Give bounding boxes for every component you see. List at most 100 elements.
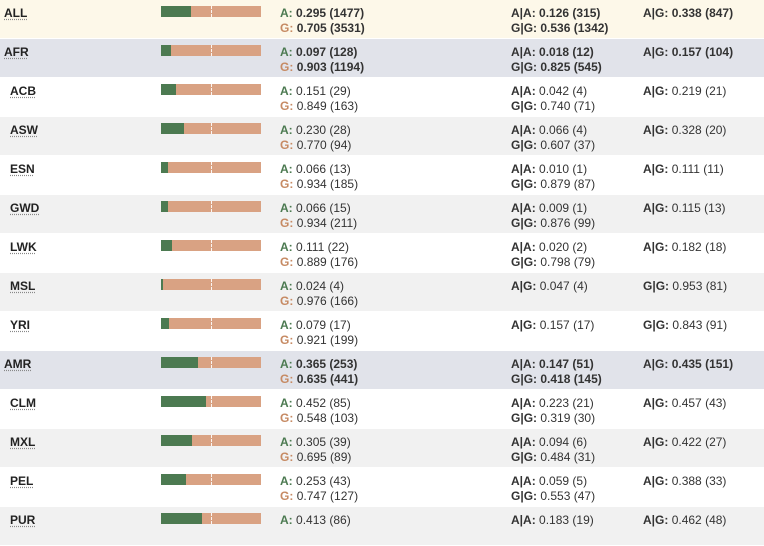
allele-a: A: 0.097 (128) <box>280 45 364 60</box>
allele-a-fill <box>161 357 198 368</box>
genotype-2: G|G: 0.607 (37) <box>511 138 595 153</box>
genotype-frequencies: A|A: 0.018 (12) G|G: 0.825 (545) <box>511 45 602 75</box>
genotype-3-separator: : <box>664 513 672 527</box>
allele-a: A: 0.151 (29) <box>280 84 358 99</box>
population-row: AFR A: 0.097 (128) G: 0.903 (1194) A|A: 0.0… <box>0 39 764 78</box>
genotype-1-label: A|A <box>511 435 532 449</box>
allele-a-label: A <box>280 123 289 137</box>
genotype-frequencies-secondary: A|G: 0.435 (151) <box>643 357 733 372</box>
population-row: AMR A: 0.365 (253) G: 0.635 (441) A|A: 0.14… <box>0 351 764 390</box>
allele-a-label: A <box>280 162 289 176</box>
genotype-2: G|G: 0.879 (87) <box>511 177 595 192</box>
population-link[interactable]: YRI <box>10 318 31 332</box>
allele-a-fill <box>161 513 203 524</box>
allele-frequency-bar <box>161 162 261 173</box>
genotype-1: A|A: 0.018 (12) <box>511 45 602 60</box>
allele-g-label: G <box>280 216 290 230</box>
allele-frequency-bar <box>161 123 261 134</box>
genotype-3-separator: : <box>664 45 672 59</box>
genotype-1-value: 0.018 (12) <box>539 45 594 59</box>
genotype-2-label: G|G <box>511 60 534 74</box>
allele-a-value: 0.452 (85) <box>296 396 351 410</box>
population-link[interactable]: ASW <box>10 123 38 137</box>
allele-g-separator: : <box>289 255 297 269</box>
allele-g-value: 0.548 (103) <box>296 411 359 425</box>
population-link[interactable]: AFR <box>4 45 29 59</box>
population-row: LWK A: 0.111 (22) G: 0.889 (176) A|A: 0.020… <box>0 234 764 273</box>
allele-g-separator: : <box>289 216 297 230</box>
genotype-frequencies-secondary: G|G: 0.953 (81) <box>643 279 727 294</box>
allele-a-separator: : <box>288 162 297 176</box>
population-link[interactable]: PUR <box>10 513 36 527</box>
allele-a-label: A <box>280 318 289 332</box>
population-link[interactable]: CLM <box>10 396 36 410</box>
allele-g-separator: : <box>289 294 297 308</box>
genotype-1-separator: : <box>531 45 540 59</box>
genotype-3-label: A|G <box>643 474 665 488</box>
genotype-2: G|G: 0.484 (31) <box>511 450 595 465</box>
genotype-3-value: 0.457 (43) <box>671 396 727 410</box>
allele-frequency-bar <box>161 318 261 329</box>
allele-a-value: 0.413 (86) <box>296 513 351 527</box>
population-link[interactable]: PEL <box>10 474 34 488</box>
genotype-2-label: G|G <box>511 255 534 269</box>
genotype-2-label: G|G <box>511 411 534 425</box>
genotype-frequencies: A|A: 0.223 (21) G|G: 0.319 (30) <box>511 396 595 426</box>
genotype-1-separator: : <box>531 357 540 371</box>
population-link[interactable]: MXL <box>10 435 36 449</box>
allele-g-label: G <box>280 255 290 269</box>
allele-g-label: G <box>280 60 290 74</box>
genotype-1-value: 0.094 (6) <box>539 435 588 449</box>
genotype-1-label: A|A <box>511 396 532 410</box>
allele-g: G: 0.903 (1194) <box>280 60 364 75</box>
population-link[interactable]: AMR <box>4 357 32 371</box>
genotype-frequencies: A|G: 0.047 (4) <box>511 279 588 294</box>
population-row: MXL A: 0.305 (39) G: 0.695 (89) A|A: 0.094 … <box>0 429 764 468</box>
allele-frequency-bar <box>161 45 261 56</box>
allele-g-label: G <box>280 372 290 386</box>
allele-g-value: 0.921 (199) <box>296 333 359 347</box>
population-link[interactable]: GWD <box>10 201 40 215</box>
bar-midline <box>211 45 212 56</box>
allele-a: A: 0.452 (85) <box>280 396 358 411</box>
genotype-3: A|G: 0.435 (151) <box>643 357 733 372</box>
allele-a: A: 0.305 (39) <box>280 435 351 450</box>
genotype-3-separator: : <box>664 435 672 449</box>
population-link[interactable]: ACB <box>10 84 36 98</box>
allele-g: G: 0.921 (199) <box>280 333 358 348</box>
genotype-3-value: 0.111 (11) <box>671 162 724 176</box>
allele-g-value: 0.695 (89) <box>296 450 352 464</box>
genotype-2-value: 0.319 (30) <box>540 411 596 425</box>
population-link[interactable]: ALL <box>4 6 28 20</box>
allele-a: A: 0.413 (86) <box>280 513 351 528</box>
genotype-2-separator: : <box>533 60 541 74</box>
genotype-2-value: 0.607 (37) <box>540 138 596 152</box>
allele-g-label: G <box>280 333 290 347</box>
genotype-2-label: G|G <box>511 21 534 35</box>
allele-a: A: 0.079 (17) <box>280 318 358 333</box>
allele-g-value: 0.934 (185) <box>296 177 359 191</box>
genotype-3-value: 0.953 (81) <box>672 279 728 293</box>
genotype-2-value: 0.536 (1342) <box>540 21 609 35</box>
allele-a-fill <box>161 123 184 134</box>
genotype-3: G|G: 0.843 (91) <box>643 318 727 333</box>
genotype-3-label: A|G <box>643 240 665 254</box>
bar-midline <box>211 279 212 290</box>
genotype-3-value: 0.219 (21) <box>671 84 727 98</box>
allele-a-fill <box>161 45 171 56</box>
allele-g-value: 0.976 (166) <box>296 294 359 308</box>
allele-g-value: 0.705 (3531) <box>296 21 365 35</box>
population-link[interactable]: LWK <box>10 240 37 254</box>
genotype-2-separator: : <box>533 216 541 230</box>
allele-g: G: 0.695 (89) <box>280 450 351 465</box>
population-link[interactable]: MSL <box>10 279 36 293</box>
allele-a-label: A <box>280 201 289 215</box>
allele-g: G: 0.976 (166) <box>280 294 358 309</box>
population-row: PEL A: 0.253 (43) G: 0.747 (127) A|A: 0.059… <box>0 468 764 507</box>
population-link[interactable]: ESN <box>10 162 35 176</box>
genotype-frequencies: A|A: 0.126 (315) G|G: 0.536 (1342) <box>511 6 608 36</box>
genotype-frequencies-secondary: A|G: 0.457 (43) <box>643 396 726 411</box>
allele-frequency-bar <box>161 474 261 485</box>
genotype-3: A|G: 0.111 (11) <box>643 162 724 177</box>
allele-a-value: 0.024 (4) <box>296 279 345 293</box>
